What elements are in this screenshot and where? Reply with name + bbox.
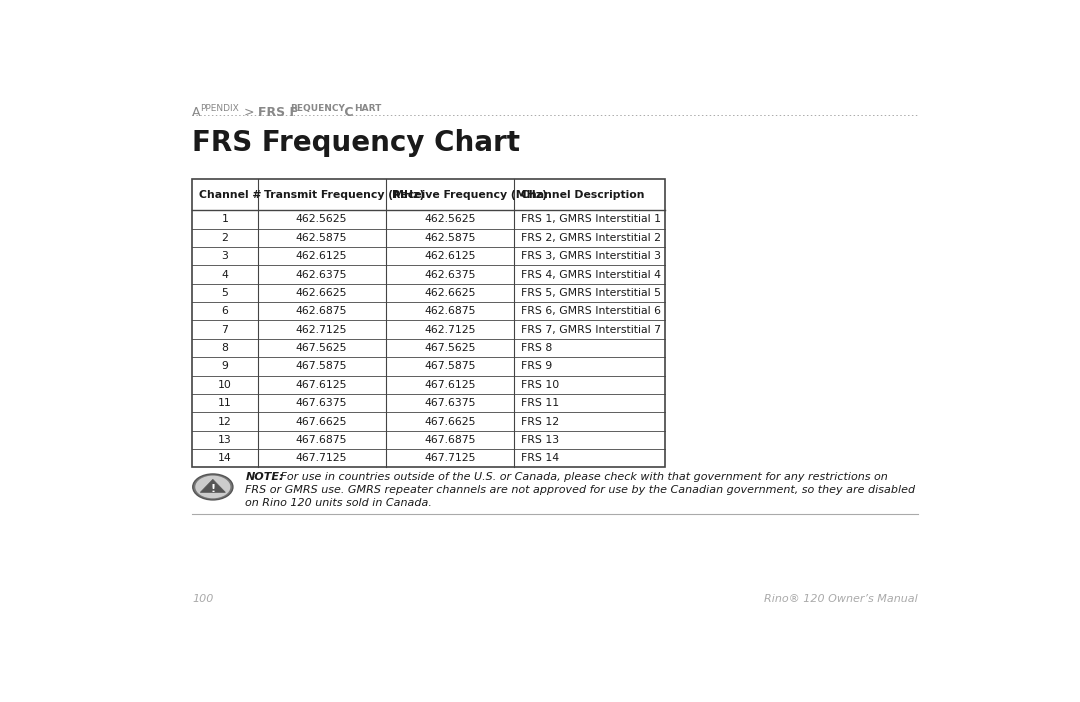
Text: Transmit Frequency (MHz): Transmit Frequency (MHz) [265, 190, 424, 199]
Text: 467.6875: 467.6875 [296, 435, 348, 445]
Text: FRS 3, GMRS Interstitial 3: FRS 3, GMRS Interstitial 3 [521, 251, 661, 261]
Text: 4: 4 [221, 270, 228, 279]
Text: 462.6625: 462.6625 [424, 288, 475, 298]
Text: Rino® 120 Owner’s Manual: Rino® 120 Owner’s Manual [764, 594, 918, 604]
Text: 467.6375: 467.6375 [296, 398, 348, 408]
Text: 467.6625: 467.6625 [296, 416, 348, 427]
Text: 6: 6 [221, 306, 228, 317]
Text: FRS 11: FRS 11 [521, 398, 558, 408]
Text: PPENDIX: PPENDIX [200, 104, 239, 113]
Text: A: A [192, 106, 201, 119]
Text: 467.5625: 467.5625 [296, 343, 348, 353]
Text: >: > [240, 106, 258, 119]
Text: 14: 14 [218, 453, 232, 463]
Text: 100: 100 [192, 594, 214, 604]
Text: 467.5875: 467.5875 [424, 362, 475, 371]
Text: 467.5625: 467.5625 [424, 343, 475, 353]
Text: FRS 13: FRS 13 [521, 435, 558, 445]
Text: FRS 14: FRS 14 [521, 453, 558, 463]
Text: FRS 9: FRS 9 [521, 362, 552, 371]
Text: Channel #: Channel # [199, 190, 261, 199]
Text: 467.6625: 467.6625 [424, 416, 475, 427]
Text: 9: 9 [221, 362, 228, 371]
Text: FRS 6, GMRS Interstitial 6: FRS 6, GMRS Interstitial 6 [521, 306, 661, 317]
Text: NOTE:: NOTE: [245, 472, 284, 482]
Bar [192, 179, 665, 468]
Text: 467.6125: 467.6125 [424, 380, 475, 390]
Text: FRS 12: FRS 12 [521, 416, 558, 427]
Text: 467.6375: 467.6375 [424, 398, 475, 408]
Text: 13: 13 [218, 435, 232, 445]
Polygon shape [200, 479, 226, 492]
Text: 462.5875: 462.5875 [424, 233, 475, 243]
Text: FRS 2, GMRS Interstitial 2: FRS 2, GMRS Interstitial 2 [521, 233, 661, 243]
Text: 467.6125: 467.6125 [296, 380, 348, 390]
Text: 462.6125: 462.6125 [424, 251, 475, 261]
Text: HART: HART [354, 104, 381, 113]
Text: on Rino 120 units sold in Canada.: on Rino 120 units sold in Canada. [245, 498, 432, 508]
Text: 1: 1 [221, 214, 228, 225]
Text: Receive Frequency (MHz): Receive Frequency (MHz) [392, 190, 548, 199]
Text: 462.6875: 462.6875 [296, 306, 348, 317]
Text: 467.6875: 467.6875 [424, 435, 475, 445]
Text: 462.7125: 462.7125 [424, 324, 475, 335]
Text: 462.7125: 462.7125 [296, 324, 348, 335]
Text: 8: 8 [221, 343, 228, 353]
Text: 467.5875: 467.5875 [296, 362, 348, 371]
Text: FRS 1, GMRS Interstitial 1: FRS 1, GMRS Interstitial 1 [521, 214, 661, 225]
Text: 2: 2 [221, 233, 228, 243]
Text: 462.6125: 462.6125 [296, 251, 348, 261]
Text: 12: 12 [218, 416, 232, 427]
Text: !: ! [211, 484, 215, 494]
Text: REQUENCY: REQUENCY [291, 104, 346, 113]
Circle shape [192, 474, 233, 500]
Text: 11: 11 [218, 398, 232, 408]
Text: 3: 3 [221, 251, 228, 261]
Text: Channel Description: Channel Description [521, 190, 644, 199]
Text: 467.7125: 467.7125 [424, 453, 475, 463]
Text: 462.6875: 462.6875 [424, 306, 475, 317]
Text: 462.5875: 462.5875 [296, 233, 348, 243]
Text: 5: 5 [221, 288, 228, 298]
Text: FRS 7, GMRS Interstitial 7: FRS 7, GMRS Interstitial 7 [521, 324, 661, 335]
Text: FRS 8: FRS 8 [521, 343, 552, 353]
Text: FRS 5, GMRS Interstitial 5: FRS 5, GMRS Interstitial 5 [521, 288, 661, 298]
Text: FRS Frequency Chart: FRS Frequency Chart [192, 128, 521, 157]
Text: 462.5625: 462.5625 [296, 214, 348, 225]
Text: For use in countries outside of the U.S. or Canada, please check with that gover: For use in countries outside of the U.S.… [278, 472, 888, 482]
Text: 462.6375: 462.6375 [424, 270, 475, 279]
Text: FRS F: FRS F [258, 106, 298, 119]
Text: 467.7125: 467.7125 [296, 453, 348, 463]
Circle shape [195, 475, 230, 498]
Text: 462.6375: 462.6375 [296, 270, 348, 279]
Text: 10: 10 [218, 380, 232, 390]
Text: 7: 7 [221, 324, 228, 335]
Text: 462.5625: 462.5625 [424, 214, 475, 225]
Text: FRS 10: FRS 10 [521, 380, 558, 390]
Text: FRS 4, GMRS Interstitial 4: FRS 4, GMRS Interstitial 4 [521, 270, 661, 279]
Text: 462.6625: 462.6625 [296, 288, 348, 298]
Text: C: C [340, 106, 354, 119]
Text: FRS or GMRS use. GMRS repeater channels are not approved for use by the Canadian: FRS or GMRS use. GMRS repeater channels … [245, 485, 916, 495]
